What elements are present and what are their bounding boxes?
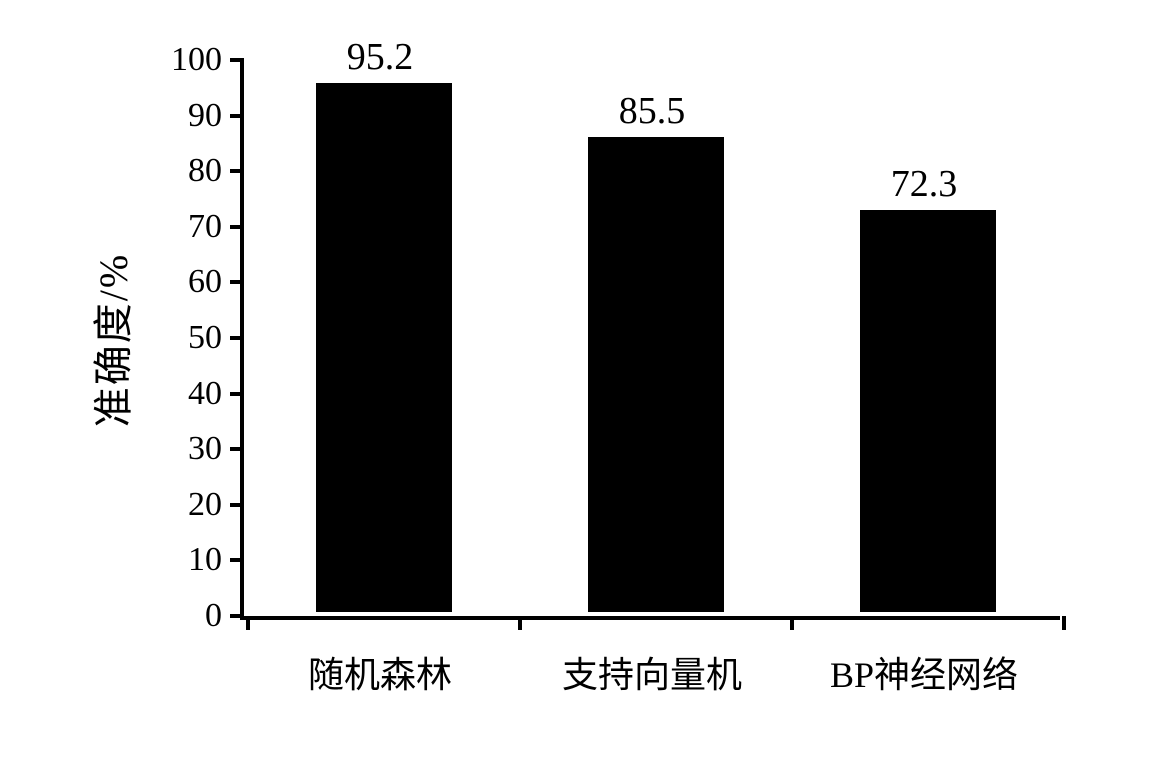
y-tick-label: 60 [188, 263, 222, 301]
y-tick-label: 40 [188, 375, 222, 413]
y-tick-label: 100 [171, 41, 222, 79]
y-tick-label: 10 [188, 541, 222, 579]
x-category-label: 随机森林 [308, 646, 452, 698]
y-axis-title: 准确度/% [81, 253, 139, 427]
y-tick-label: 30 [188, 430, 222, 468]
bar-chart: 准确度/% 010203040506070809010095.2随机森林85.5… [50, 20, 1121, 758]
x-category-label: 支持向量机 [562, 646, 742, 698]
x-tick [1062, 616, 1066, 630]
bar-value-label: 95.2 [347, 35, 414, 79]
axes-labels-layer: 010203040506070809010095.2随机森林85.5支持向量机7… [240, 60, 1060, 620]
y-tick-label: 90 [188, 97, 222, 135]
y-tick-label: 50 [188, 319, 222, 357]
x-category-label: BP神经网络 [830, 646, 1018, 698]
y-tick-label: 70 [188, 208, 222, 246]
y-tick-label: 20 [188, 486, 222, 524]
y-tick-label: 0 [205, 597, 222, 635]
bar-value-label: 72.3 [891, 162, 958, 206]
y-tick-label: 80 [188, 152, 222, 190]
bar-value-label: 85.5 [619, 89, 686, 133]
